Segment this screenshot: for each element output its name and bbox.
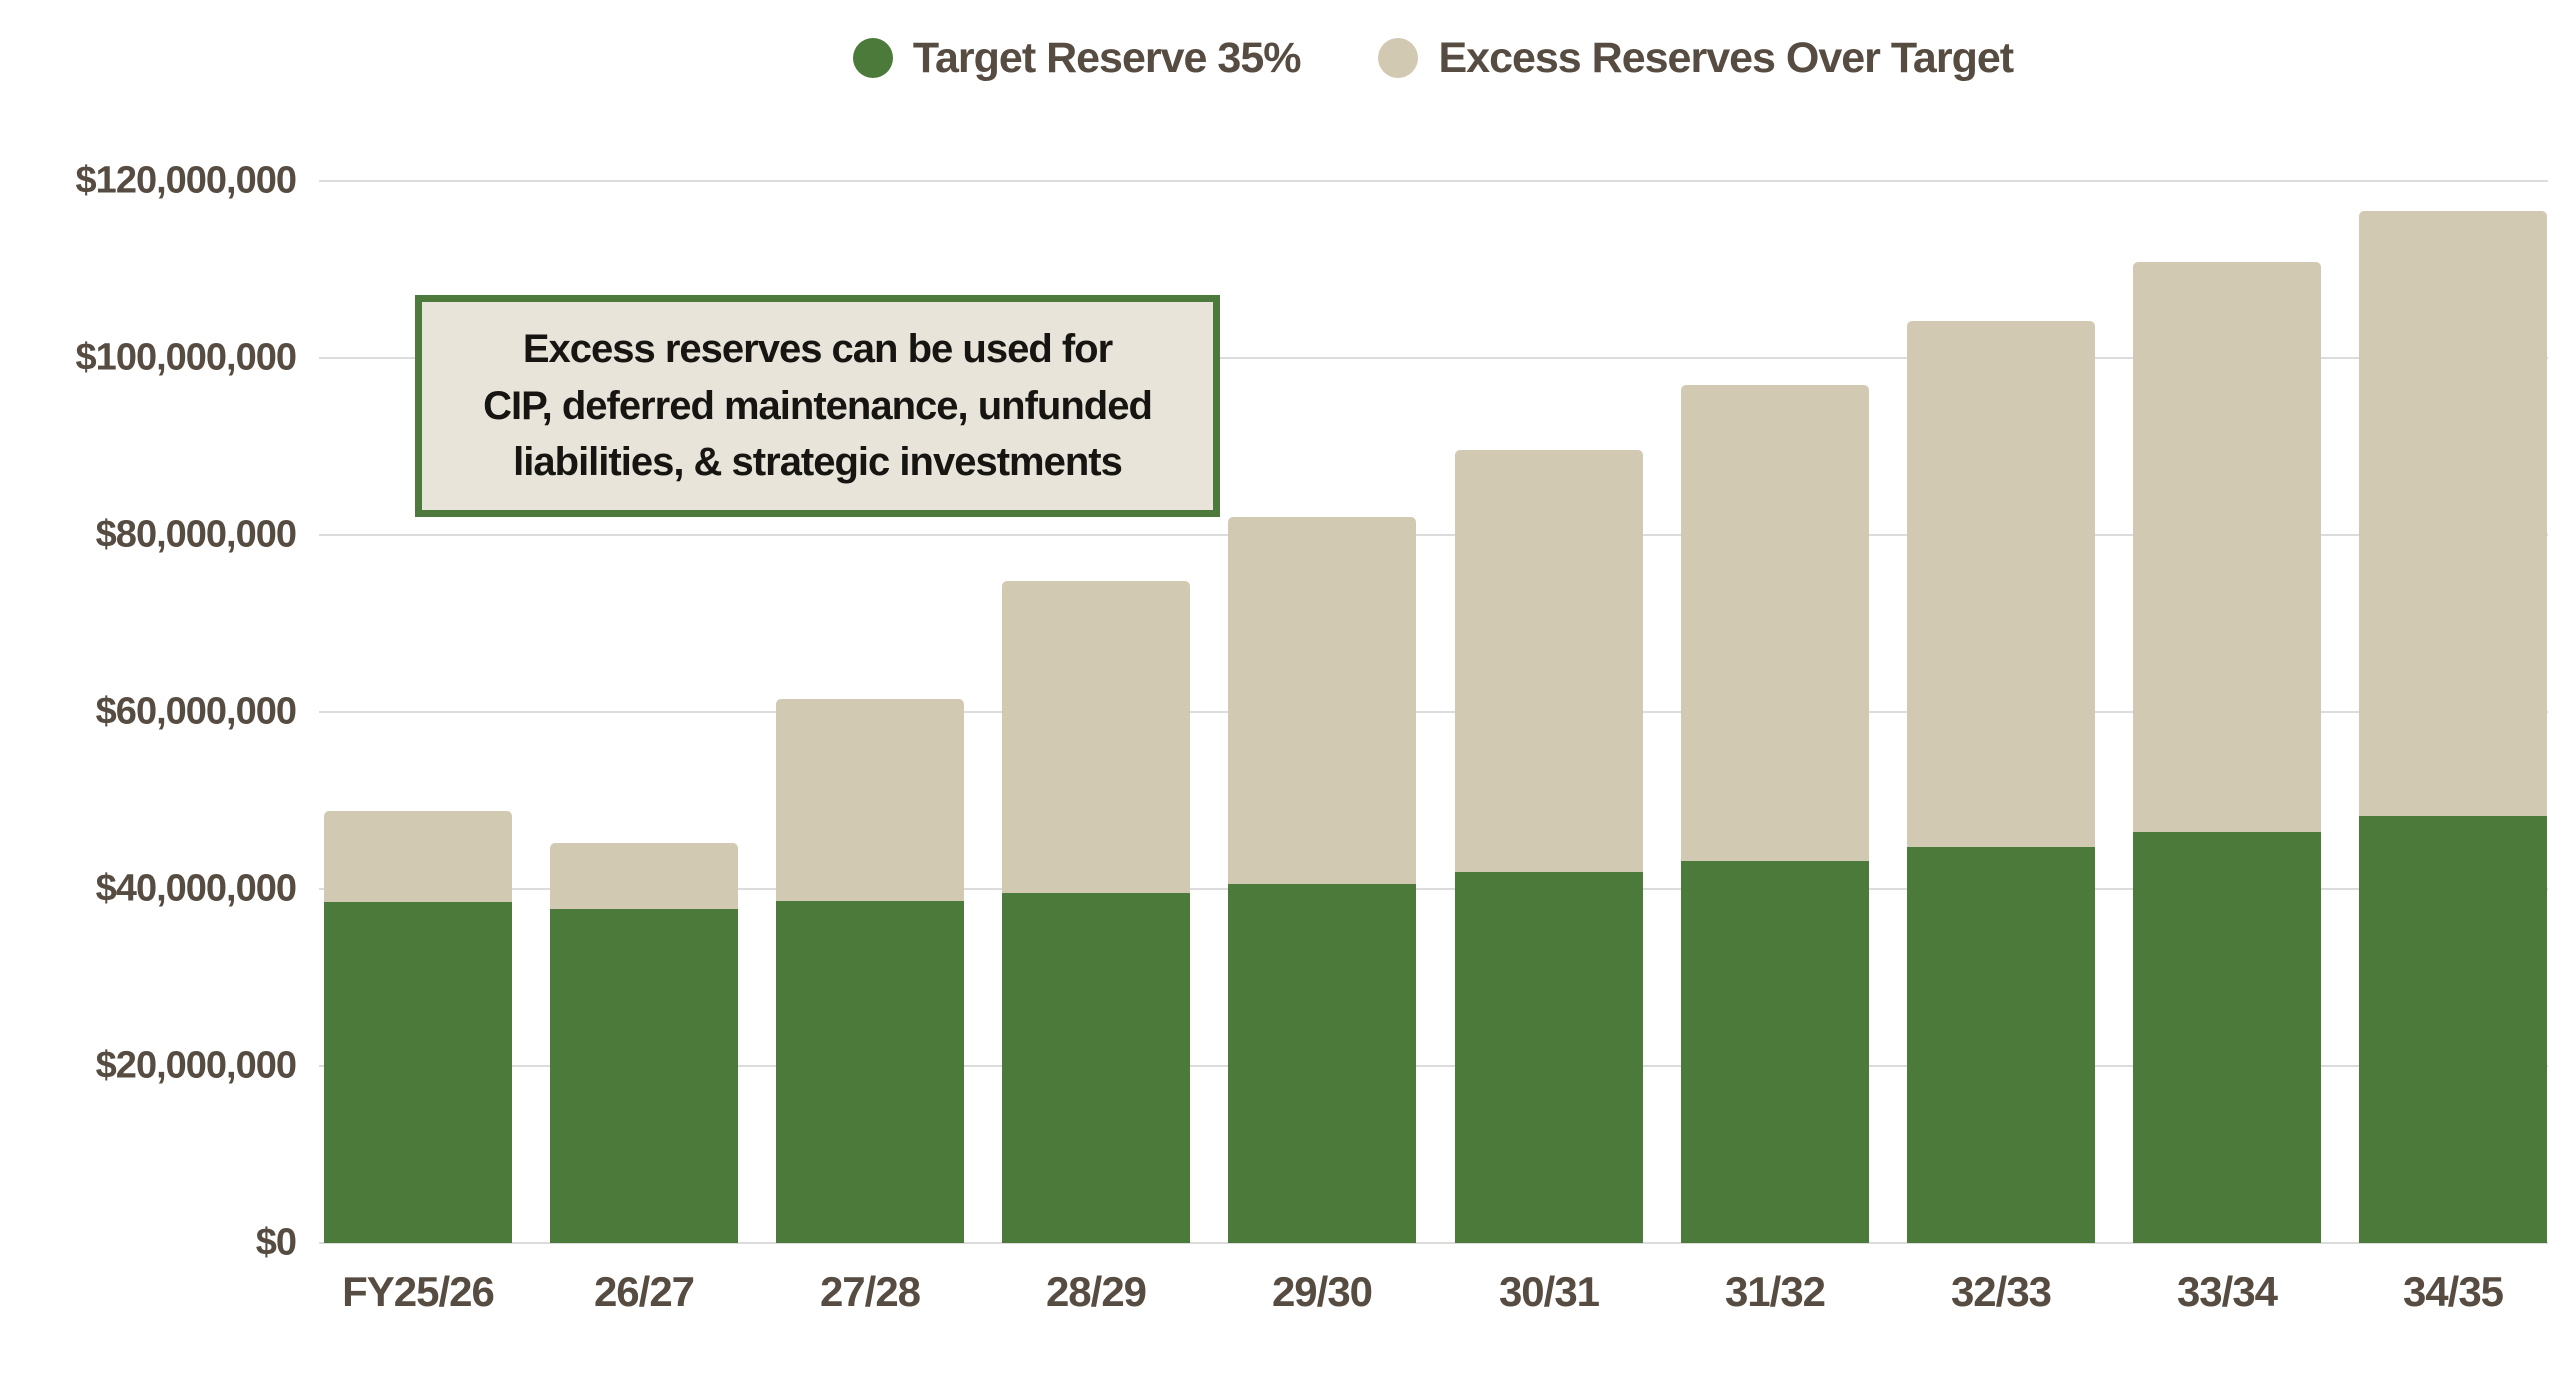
legend: Target Reserve 35% Excess Reserves Over …: [318, 28, 2548, 88]
bar-segment-target-reserve[interactable]: [1907, 847, 2095, 1243]
bar-segment-target-reserve[interactable]: [324, 902, 512, 1243]
gridline: [319, 357, 2548, 359]
legend-label-excess-reserves: Excess Reserves Over Target: [1438, 33, 2014, 82]
gridline: [319, 1065, 2548, 1067]
bar-segment-excess-reserves[interactable]: [1455, 450, 1643, 872]
annotation-line-2: CIP, deferred maintenance, unfunded: [483, 383, 1153, 428]
y-tick-label: $0: [255, 1221, 297, 1264]
bar-segment-target-reserve[interactable]: [550, 909, 738, 1243]
target-reserve-swatch-icon: [852, 38, 893, 78]
gridline: [319, 711, 2548, 713]
bar-segment-excess-reserves[interactable]: [2359, 211, 2547, 816]
bar-segment-excess-reserves[interactable]: [324, 811, 512, 902]
y-tick-label: $60,000,000: [95, 690, 297, 733]
bar-segment-excess-reserves[interactable]: [776, 699, 964, 901]
x-axis-label: 28/29: [1045, 1268, 1147, 1315]
excess-reserves-swatch-icon: [1378, 38, 1419, 78]
gridline: [319, 534, 2548, 536]
x-axis-label: 31/32: [1724, 1268, 1826, 1315]
legend-label-target-reserve: Target Reserve 35%: [912, 33, 1302, 82]
y-tick-label: $20,000,000: [95, 1044, 297, 1087]
bar-segment-target-reserve[interactable]: [2359, 816, 2547, 1243]
bar-segment-target-reserve[interactable]: [1002, 893, 1190, 1243]
annotation-line-3: liabilities, & strategic investments: [513, 440, 1123, 485]
y-tick-label: $120,000,000: [75, 159, 297, 202]
x-axis-label: 27/28: [819, 1268, 921, 1315]
x-axis-label: 30/31: [1498, 1268, 1600, 1315]
bar-segment-excess-reserves[interactable]: [1228, 517, 1416, 884]
bar-segment-target-reserve[interactable]: [1681, 861, 1869, 1243]
legend-item-excess-reserves[interactable]: Excess Reserves Over Target: [1378, 33, 2014, 83]
x-axis-label: 26/27: [593, 1268, 695, 1315]
annotation-line-1: Excess reserves can be used for: [522, 326, 1113, 371]
bar-segment-target-reserve[interactable]: [776, 901, 964, 1243]
annotation-box: Excess reserves can be used for CIP, def…: [415, 295, 1220, 517]
y-tick-label: $80,000,000: [95, 513, 297, 556]
x-axis-label: FY25/26: [342, 1268, 495, 1315]
y-tick-label: $100,000,000: [75, 336, 297, 379]
bar-segment-target-reserve[interactable]: [2133, 832, 2321, 1243]
bar-segment-excess-reserves[interactable]: [2133, 262, 2321, 832]
bar-segment-excess-reserves[interactable]: [1002, 581, 1190, 893]
y-tick-label: $40,000,000: [95, 867, 297, 910]
bar-segment-excess-reserves[interactable]: [550, 843, 738, 909]
legend-item-target-reserve[interactable]: Target Reserve 35%: [852, 33, 1302, 83]
bar-segment-target-reserve[interactable]: [1455, 872, 1643, 1243]
x-axis-label: 33/34: [2176, 1268, 2278, 1315]
x-axis-label: 34/35: [2402, 1268, 2504, 1315]
gridline: [319, 888, 2548, 890]
x-axis-label: 32/33: [1950, 1268, 2052, 1315]
bar-segment-excess-reserves[interactable]: [1907, 321, 2095, 847]
bar-segment-excess-reserves[interactable]: [1681, 385, 1869, 861]
x-axis-label: 29/30: [1271, 1268, 1373, 1315]
gridline: [319, 1242, 2548, 1244]
gridline: [319, 180, 2548, 182]
bar-segment-target-reserve[interactable]: [1228, 884, 1416, 1243]
